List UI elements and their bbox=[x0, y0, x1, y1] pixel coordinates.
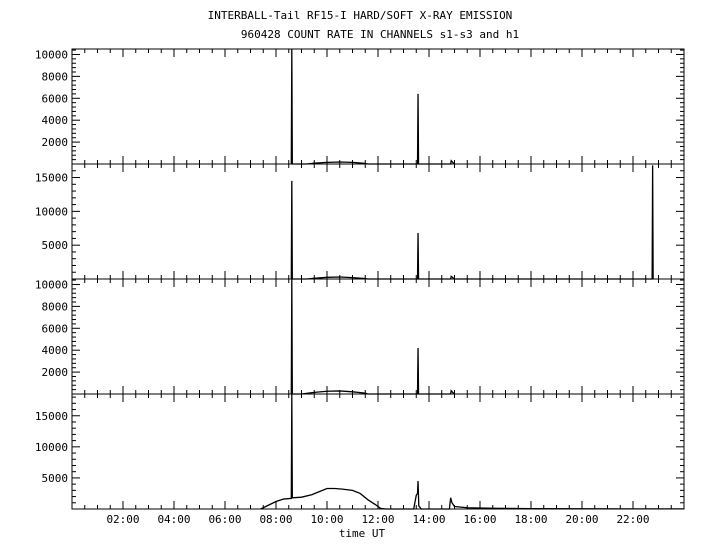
x-tick-label: 08:00 bbox=[259, 513, 292, 526]
x-tick-label: 12:00 bbox=[361, 513, 394, 526]
x-tick-label: 16:00 bbox=[463, 513, 496, 526]
x-tick-label: 06:00 bbox=[208, 513, 241, 526]
y-tick-label: 10000 bbox=[35, 278, 68, 291]
y-tick-label: 10000 bbox=[35, 48, 68, 61]
x-tick-label: 18:00 bbox=[514, 513, 547, 526]
y-tick-label: 5000 bbox=[42, 472, 69, 485]
chart-title: INTERBALL-Tail RF15-I HARD/SOFT X-RAY EM… bbox=[207, 9, 513, 22]
series-line-h1 bbox=[260, 393, 685, 510]
panel-frame-s1 bbox=[71, 48, 685, 165]
x-tick-label: 14:00 bbox=[412, 513, 445, 526]
panel-frame-s2 bbox=[71, 163, 685, 280]
x-tick-label: 02:00 bbox=[106, 513, 139, 526]
x-tick-label: 10:00 bbox=[310, 513, 343, 526]
y-tick-label: 10000 bbox=[35, 441, 68, 454]
y-tick-label: 5000 bbox=[42, 239, 69, 252]
x-tick-label: 20:00 bbox=[565, 513, 598, 526]
series-line-s3 bbox=[290, 278, 455, 395]
chart-subtitle: 960428 COUNT RATE IN CHANNELS s1-s3 and … bbox=[240, 28, 520, 41]
x-axis-label: time UT bbox=[339, 527, 386, 540]
y-tick-label: 10000 bbox=[35, 205, 68, 218]
y-tick-label: 15000 bbox=[35, 172, 68, 185]
y-tick-label: 8000 bbox=[42, 300, 69, 313]
y-tick-label: 15000 bbox=[35, 410, 68, 423]
y-tick-label: 6000 bbox=[42, 322, 69, 335]
y-tick-label: 4000 bbox=[42, 114, 69, 127]
panel-frame-h1 bbox=[71, 393, 685, 510]
y-tick-label: 6000 bbox=[42, 92, 69, 105]
y-tick-label: 8000 bbox=[42, 70, 69, 83]
x-tick-label: 22:00 bbox=[616, 513, 649, 526]
panel-frame-s3 bbox=[71, 278, 685, 395]
x-tick-label: 04:00 bbox=[157, 513, 190, 526]
y-tick-label: 4000 bbox=[42, 344, 69, 357]
series-line-s2 bbox=[290, 165, 654, 280]
y-tick-label: 2000 bbox=[42, 366, 69, 379]
series-line-s1 bbox=[290, 48, 455, 165]
y-tick-label: 2000 bbox=[42, 136, 69, 149]
